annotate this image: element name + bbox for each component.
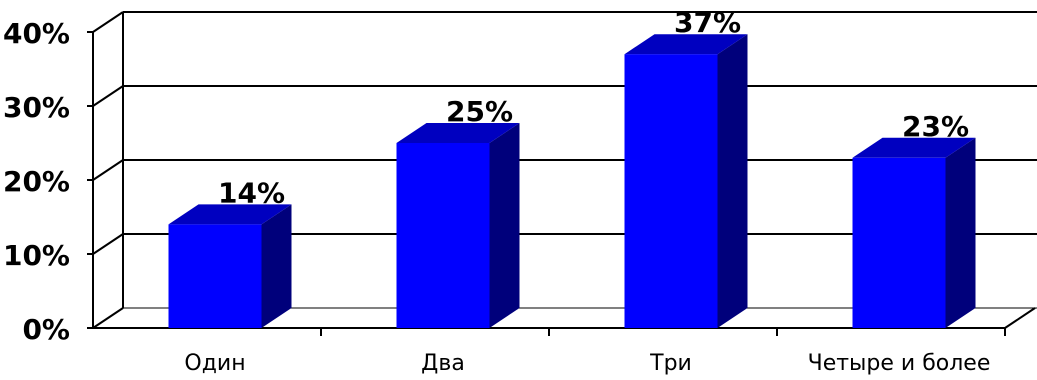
gridline-connector [92,307,124,329]
gridline-connector [92,159,124,181]
bar [396,143,490,328]
data-label: 25% [446,95,513,128]
bar-top [396,123,520,143]
gridline-connector [92,85,124,107]
category-label: Четыре и более [808,351,991,376]
y-tick-label: 40% [3,17,70,50]
bar [852,157,946,328]
data-labels: 14% 25% 37% 23% [218,6,969,209]
bar [624,54,718,328]
y-tick-label: 30% [3,91,70,124]
bar-side [945,137,976,328]
floor-right-edge [1004,307,1036,329]
category-label: Два [421,351,465,376]
category-label: Один [184,351,245,376]
bars [168,34,976,328]
gridline-connector [92,233,124,255]
y-tick-labels: 0% 10% 20% 30% 40% [3,17,70,346]
bar-side [717,34,748,328]
bar [168,224,262,328]
y-tick-label: 0% [22,313,70,346]
y-tick-label: 20% [3,165,70,198]
category-labels: Один Два Три Четыре и более [184,351,990,376]
gridline-connector [92,11,124,33]
y-tick-label: 10% [3,239,70,272]
bar-side [489,123,520,328]
data-label: 14% [218,176,285,209]
bar-top [624,34,748,55]
data-label: 23% [902,110,969,143]
bar-top [168,204,292,225]
bar-top [852,137,976,158]
bar-side [261,204,292,328]
data-label: 37% [674,6,741,39]
category-label: Три [649,351,692,376]
